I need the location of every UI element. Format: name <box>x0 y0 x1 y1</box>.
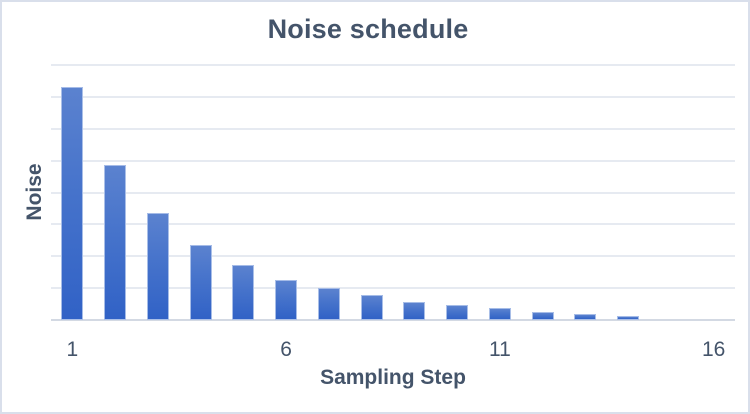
x-axis-line <box>51 319 735 321</box>
y-gridline <box>51 127 735 130</box>
bar-step-7 <box>317 287 340 320</box>
bar-step-11 <box>488 308 511 320</box>
bar-step-3 <box>146 213 169 320</box>
bar-step-4 <box>189 245 212 320</box>
x-tick-label-6: 6 <box>280 338 292 361</box>
bar-step-8 <box>360 295 383 320</box>
bar-step-2 <box>104 165 127 320</box>
x-axis-title: Sampling Step <box>320 366 466 389</box>
y-gridline <box>51 95 735 98</box>
bar-step-6 <box>275 279 298 320</box>
x-tick-label-16: 16 <box>701 338 726 361</box>
plot-area <box>51 64 735 321</box>
bar-step-1 <box>61 87 84 320</box>
bar-step-10 <box>446 305 469 320</box>
y-axis-title: Noise <box>23 163 46 221</box>
bar-step-13 <box>574 314 597 320</box>
y-gridline <box>51 223 735 226</box>
chart-title: Noise schedule <box>267 14 469 44</box>
bar-step-14 <box>617 316 640 320</box>
bar-step-9 <box>403 301 426 320</box>
x-tick-label-1: 1 <box>66 338 79 361</box>
y-gridline <box>51 64 735 66</box>
y-gridline <box>51 191 735 194</box>
bar-step-5 <box>232 264 255 320</box>
y-gridline <box>51 287 735 290</box>
x-tick-label-11: 11 <box>488 338 511 361</box>
bar-step-12 <box>531 311 554 320</box>
y-gridline <box>51 255 735 258</box>
y-gridline <box>51 159 735 162</box>
